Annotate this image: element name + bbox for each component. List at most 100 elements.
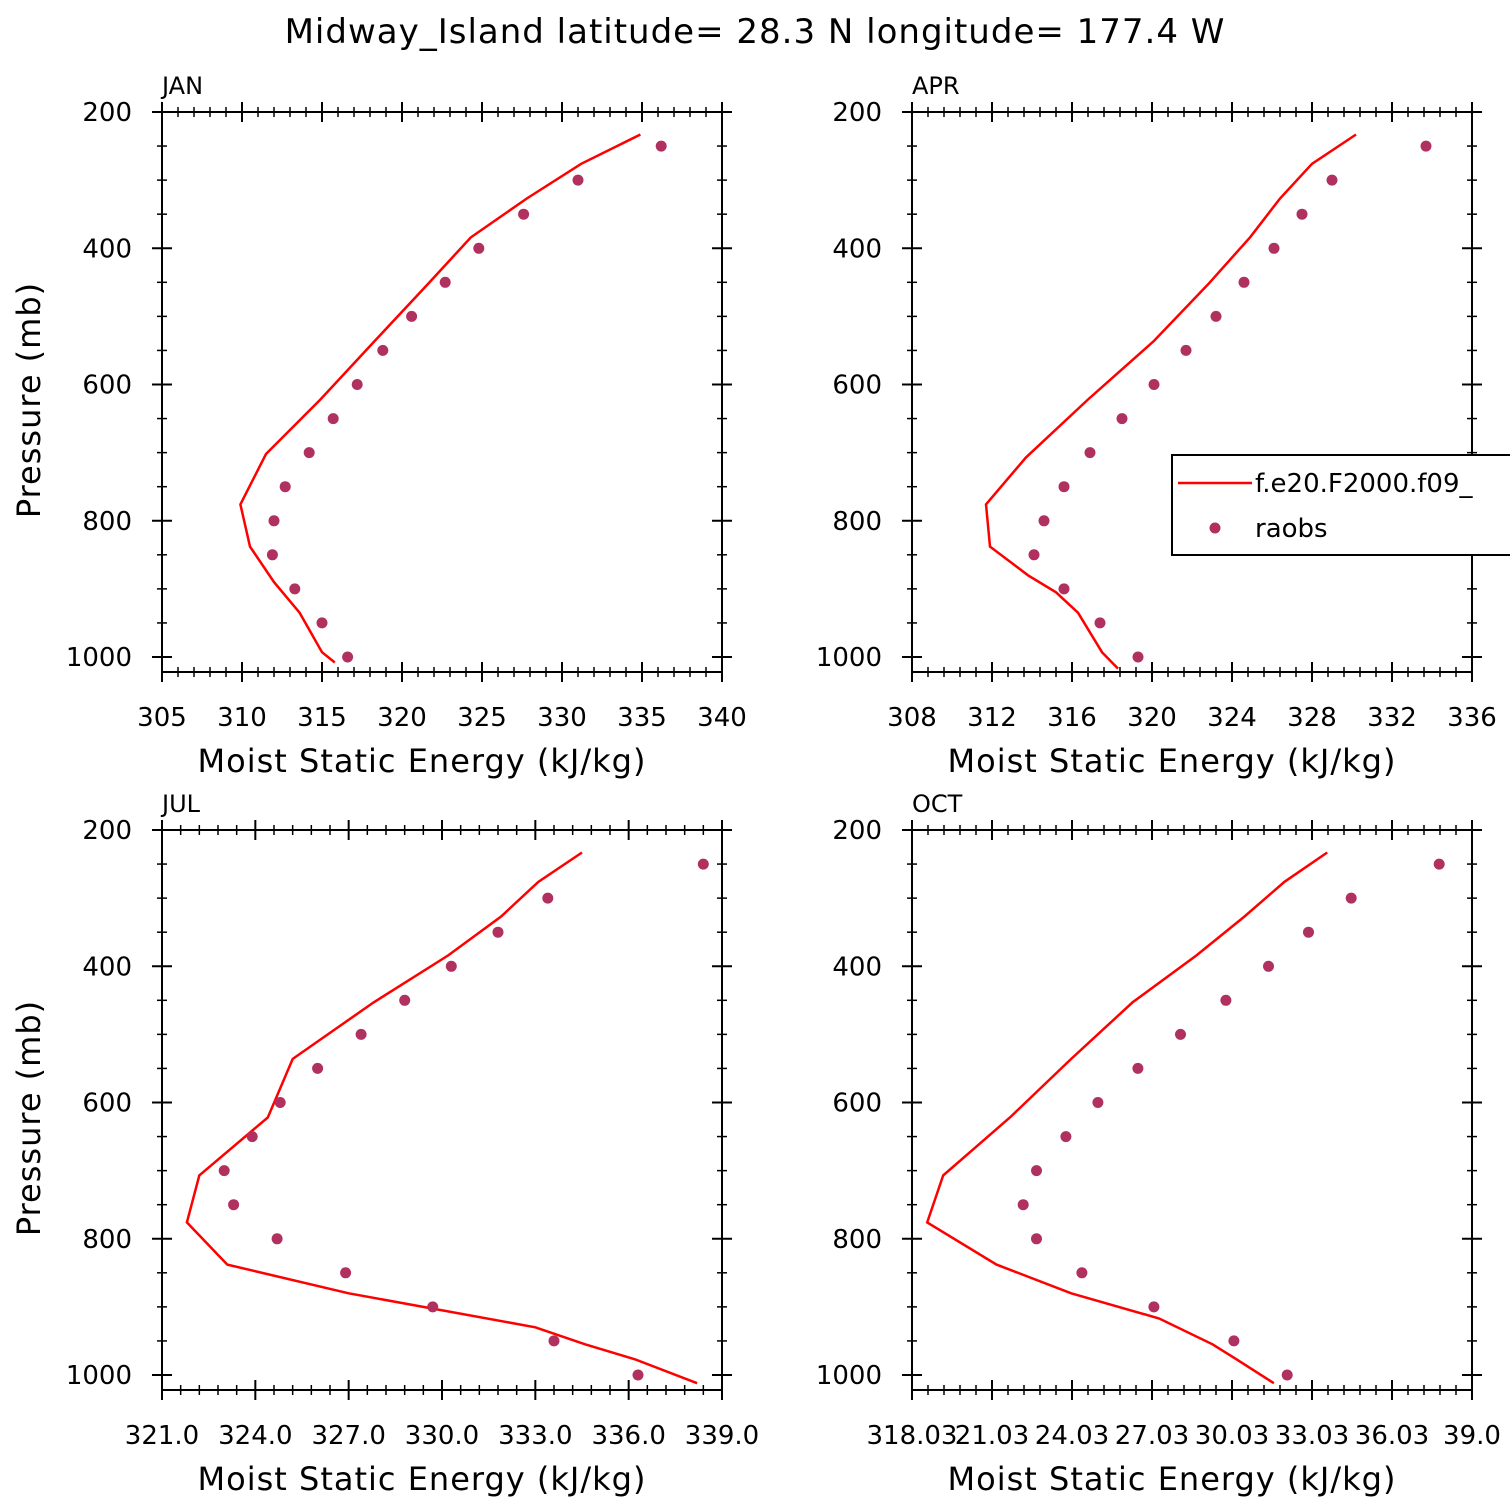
- raobs-point: [1281, 1369, 1293, 1381]
- raobs-point: [342, 651, 354, 663]
- raobs-point: [1148, 379, 1160, 390]
- raobs-point: [1092, 1097, 1104, 1108]
- raobs-point: [1132, 1062, 1144, 1074]
- raobs-point: [632, 1369, 644, 1381]
- raobs-point: [1031, 1233, 1042, 1245]
- raobs-point: [377, 344, 389, 356]
- raobs-point: [1180, 344, 1192, 356]
- model-profile-line: [984, 133, 1357, 670]
- panel-label: JAN: [160, 72, 203, 100]
- raobs-point: [1420, 140, 1432, 152]
- x-tick-label: 320: [1127, 703, 1177, 733]
- y-tick-label: 600: [82, 1089, 132, 1119]
- legend: f.e20.F2000.f09_raobs: [1171, 454, 1510, 556]
- raobs-point: [1084, 447, 1096, 459]
- raobs-point: [1038, 515, 1050, 527]
- raobs-point: [1028, 549, 1040, 561]
- raobs-point: [1175, 1028, 1186, 1040]
- raobs-point: [1116, 413, 1128, 425]
- raobs-point: [218, 1165, 230, 1177]
- raobs-point: [289, 583, 301, 595]
- raobs-point: [271, 1233, 283, 1245]
- x-tick-label: 330.0: [405, 1421, 479, 1451]
- panel-label: APR: [912, 72, 960, 100]
- x-tick-label: 315: [297, 703, 347, 733]
- x-tick-label: 333.0: [498, 1421, 572, 1451]
- x-axis-title: Moist Static Energy (kJ/kg): [198, 1460, 647, 1498]
- x-tick-label: 318.03: [867, 1421, 958, 1451]
- x-tick-label: 308: [887, 703, 937, 733]
- raobs-point: [1303, 926, 1314, 938]
- x-tick-label: 330: [537, 703, 587, 733]
- y-tick-label: 800: [832, 507, 882, 537]
- raobs-point: [445, 960, 457, 972]
- x-tick-label: 30.03: [1195, 1421, 1269, 1451]
- x-tick-label: 336.0: [591, 1421, 665, 1451]
- y-tick-label: 400: [832, 952, 882, 982]
- raobs-point: [279, 481, 291, 493]
- raobs-point: [246, 1131, 258, 1143]
- x-tick-label: 310: [217, 703, 267, 733]
- raobs-point: [492, 926, 504, 938]
- y-tick-label: 200: [82, 98, 132, 128]
- raobs-point: [303, 447, 315, 459]
- x-tick-label: 335: [617, 703, 667, 733]
- raobs-point: [351, 379, 363, 390]
- x-tick-label: 339.0: [685, 1421, 759, 1451]
- y-tick-label: 600: [832, 371, 882, 401]
- raobs-point: [1017, 1199, 1029, 1211]
- x-axis-title: Moist Static Energy (kJ/kg): [948, 742, 1397, 780]
- y-tick-label: 1000: [816, 643, 882, 673]
- y-tick-label: 400: [82, 952, 132, 982]
- raobs-point: [655, 140, 667, 152]
- raobs-point: [1326, 174, 1338, 186]
- raobs-point: [1076, 1267, 1088, 1279]
- plot-frame: [161, 111, 723, 673]
- panel-label: JUL: [160, 790, 201, 818]
- raobs-point: [1268, 242, 1280, 254]
- x-tick-label: 24.03: [1035, 1421, 1109, 1451]
- y-tick-label: 600: [82, 371, 132, 401]
- x-axis-title: Moist Static Energy (kJ/kg): [948, 1460, 1397, 1498]
- x-tick-label: 328: [1287, 703, 1337, 733]
- raobs-point: [1210, 310, 1222, 322]
- y-tick-label: 400: [82, 234, 132, 264]
- legend-marker-swatch: [1209, 522, 1221, 534]
- raobs-point: [427, 1301, 439, 1313]
- x-tick-label: 27.03: [1115, 1421, 1189, 1451]
- y-tick-label: 200: [82, 816, 132, 846]
- x-tick-label: 320: [377, 703, 427, 733]
- x-tick-label: 324.0: [218, 1421, 292, 1451]
- x-tick-label: 327.0: [311, 1421, 385, 1451]
- raobs-point: [266, 549, 278, 561]
- raobs-point: [542, 892, 554, 904]
- raobs-point: [228, 1199, 240, 1211]
- plot-frame: [161, 829, 723, 1391]
- x-tick-label: 33.03: [1275, 1421, 1349, 1451]
- y-tick-label: 600: [832, 1089, 882, 1119]
- raobs-point: [572, 174, 584, 186]
- raobs-point: [1345, 892, 1357, 904]
- raobs-point: [316, 617, 328, 629]
- raobs-point: [697, 858, 709, 870]
- plot-frame: [911, 829, 1473, 1391]
- x-tick-label: 39.0: [1443, 1421, 1501, 1451]
- model-profile-line: [925, 851, 1328, 1385]
- raobs-point: [340, 1267, 352, 1279]
- raobs-point: [1060, 1131, 1072, 1143]
- raobs-point: [1228, 1335, 1240, 1347]
- legend-label: raobs: [1255, 514, 1328, 544]
- x-tick-label: 312: [967, 703, 1017, 733]
- raobs-point: [439, 276, 451, 288]
- x-tick-label: 324: [1207, 703, 1257, 733]
- raobs-point: [548, 1335, 560, 1347]
- raobs-point: [1263, 960, 1274, 972]
- raobs-point: [355, 1028, 367, 1040]
- raobs-point: [473, 242, 485, 254]
- x-tick-label: 332: [1367, 703, 1417, 733]
- y-tick-label: 800: [832, 1225, 882, 1255]
- y-tick-label: 1000: [66, 643, 132, 673]
